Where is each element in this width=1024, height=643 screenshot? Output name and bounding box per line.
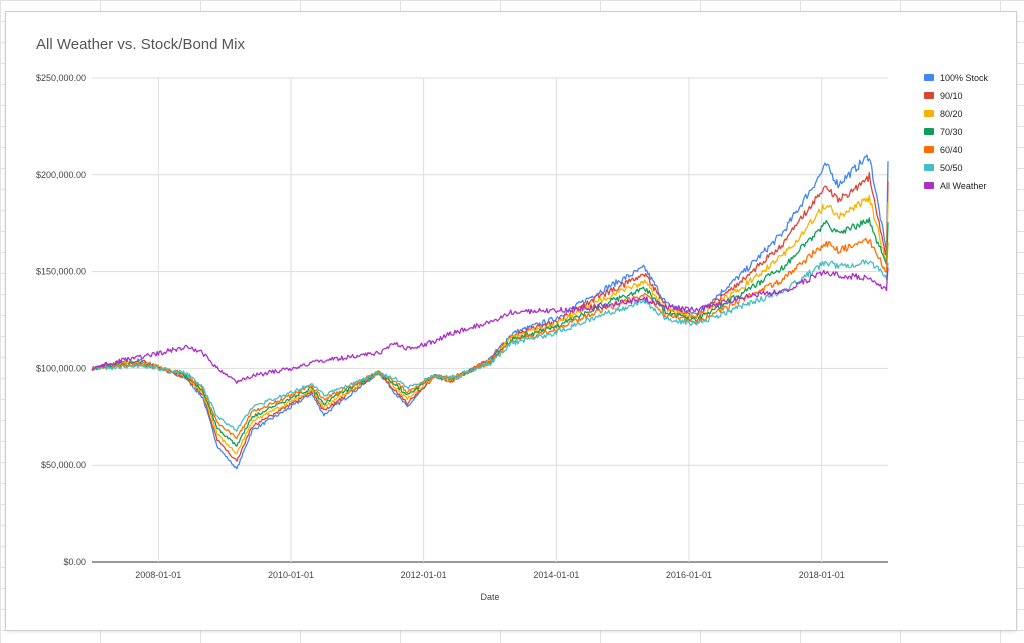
legend: 100% Stock 90/10 80/20 70/30 60/40 50/50 All W… — [924, 73, 989, 191]
x-tick-label: 2012-01-01 — [401, 570, 447, 580]
series-line-3 — [91, 194, 889, 455]
legend-swatch — [924, 128, 934, 135]
axis-layer: $0.00 $50,000.00 $100,000.00 $150,000.00 $20… — [36, 73, 845, 580]
y-tick-label: $150,000.00 — [36, 267, 86, 277]
legend-label: 60/40 — [940, 145, 963, 155]
y-tick-label: $250,000.00 — [36, 73, 86, 83]
grid-layer — [92, 77, 888, 563]
legend-swatch — [924, 146, 934, 153]
legend-label: 80/20 — [940, 109, 963, 119]
legend-label: 70/30 — [940, 127, 963, 137]
y-tick-label: $200,000.00 — [36, 170, 86, 180]
legend-swatch — [924, 92, 934, 99]
series-line-5 — [91, 237, 889, 440]
legend-label: 100% Stock — [940, 73, 989, 83]
y-tick-label: $0.00 — [63, 557, 86, 567]
legend-label: All Weather — [940, 181, 986, 191]
legend-swatch — [924, 164, 934, 171]
x-tick-label: 2014-01-01 — [533, 570, 579, 580]
y-tick-label: $100,000.00 — [36, 363, 86, 373]
x-axis-title: Date — [480, 592, 499, 602]
legend-label: 90/10 — [940, 91, 963, 101]
chart-title: All Weather vs. Stock/Bond Mix — [36, 36, 245, 53]
x-tick-label: 2008-01-01 — [135, 570, 181, 580]
chart-card[interactable]: All Weather vs. Stock/Bond Mix $0.00 $50,… — [6, 12, 1016, 630]
x-tick-label: 2016-01-01 — [666, 570, 712, 580]
legend-swatch — [924, 110, 934, 117]
series-line-1 — [91, 154, 889, 470]
legend-label: 50/50 — [940, 163, 963, 173]
y-tick-label: $50,000.00 — [41, 460, 86, 470]
x-tick-label: 2018-01-01 — [799, 570, 845, 580]
legend-swatch — [924, 182, 934, 189]
series-line-6 — [91, 259, 889, 432]
series-line-4 — [91, 217, 889, 447]
line-chart: All Weather vs. Stock/Bond Mix $0.00 $50,… — [36, 36, 989, 602]
x-tick-label: 2010-01-01 — [268, 570, 314, 580]
series-line-7 — [91, 267, 889, 384]
series-layer — [91, 154, 889, 470]
legend-swatch — [924, 74, 934, 81]
